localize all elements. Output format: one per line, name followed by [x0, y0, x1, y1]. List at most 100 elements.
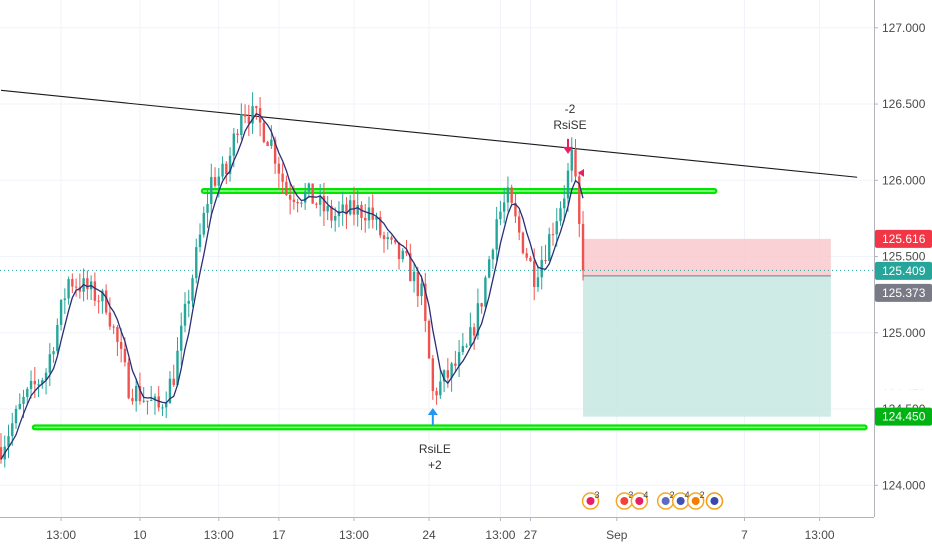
- candle-down: [574, 149, 577, 177]
- candle-down: [533, 261, 536, 288]
- event-marker-dot: [586, 497, 595, 505]
- price-tag-label: 124.450: [882, 410, 926, 424]
- candle-up: [63, 298, 67, 300]
- candle-down: [146, 400, 149, 402]
- candle-up: [251, 106, 254, 124]
- candle-down: [382, 235, 386, 240]
- candle-up: [349, 200, 352, 215]
- candle-up: [168, 378, 172, 404]
- candle-down: [322, 195, 326, 212]
- candle-down: [435, 391, 438, 396]
- candle-down: [127, 362, 130, 399]
- candle-up: [566, 170, 570, 199]
- price-axis-tick-label: 127.000: [882, 21, 926, 35]
- long-entry-arrow-head: [427, 408, 438, 416]
- candle-up: [22, 396, 25, 404]
- candle-down: [578, 176, 581, 224]
- candle-up: [469, 327, 472, 346]
- candle-up: [11, 423, 14, 437]
- candle-up: [536, 277, 540, 288]
- time-axis-tick-label: Sep: [606, 528, 628, 542]
- event-marker-dot: [635, 497, 644, 505]
- resistance-trendline[interactable]: [0, 89, 858, 178]
- candle-up: [548, 234, 551, 261]
- time-axis-tick-label: 13:00: [339, 528, 369, 542]
- candle-down: [71, 279, 74, 287]
- price-axis[interactable]: 124.000124.500125.000125.500126.000126.5…: [874, 0, 932, 550]
- candle-down: [514, 202, 517, 217]
- drawn-lines[interactable]: [0, 89, 874, 431]
- candle-up: [37, 384, 40, 386]
- candle-down: [255, 106, 258, 109]
- event-marker-dot: [691, 497, 700, 505]
- candle-down: [416, 271, 420, 297]
- candle-up: [26, 388, 29, 397]
- candle-down: [0, 447, 3, 460]
- short-position-tool[interactable]: [583, 238, 831, 417]
- candle-down: [74, 286, 78, 288]
- candle-down: [529, 257, 532, 262]
- candle-down: [247, 116, 251, 124]
- event-marker-count: 2: [700, 490, 705, 500]
- candle-up: [386, 237, 389, 240]
- strategy-signals: -2 RsiSE RsiLE +2: [419, 102, 587, 472]
- event-marker-dot: [661, 497, 670, 505]
- candle-down: [119, 341, 123, 349]
- candle-down: [116, 327, 119, 342]
- price-tag[interactable]: [875, 229, 932, 248]
- candle-down: [405, 250, 408, 254]
- candle-down: [157, 396, 160, 408]
- candle-down: [397, 242, 401, 260]
- event-marker-count: 4: [643, 490, 648, 500]
- candle-down: [544, 259, 547, 261]
- time-axis[interactable]: 13:00 10 13:00 17 13:00 24 13:00 27 Sep 7 13:00: [0, 517, 932, 550]
- candle-down: [93, 281, 97, 301]
- price-tag[interactable]: [875, 283, 932, 302]
- candle-down: [446, 370, 450, 378]
- candle-down: [281, 173, 284, 182]
- candle-down: [236, 133, 239, 136]
- take-profit-zone[interactable]: [583, 275, 831, 417]
- price-tag[interactable]: [875, 407, 932, 426]
- candle-down: [277, 163, 281, 174]
- candle-up: [307, 183, 311, 192]
- candles: [0, 92, 585, 468]
- candle-down: [131, 398, 134, 402]
- time-axis-tick-label: 13:00: [204, 528, 234, 542]
- candle-down: [352, 200, 356, 215]
- candle-up: [240, 114, 243, 136]
- candle-up: [44, 372, 48, 381]
- stop-loss-zone[interactable]: [583, 238, 831, 276]
- candle-up: [52, 351, 55, 355]
- candle-up: [198, 234, 202, 248]
- candle-up: [202, 212, 205, 235]
- signal-qty-short: -2: [565, 102, 576, 116]
- candle-down: [521, 232, 525, 254]
- candle-down: [123, 348, 127, 363]
- price-tag[interactable]: [875, 261, 932, 280]
- candle-up: [476, 303, 480, 336]
- price-axis-tick-label: 126.000: [882, 173, 926, 187]
- candle-down: [379, 216, 382, 236]
- candle-up: [506, 187, 510, 203]
- candle-down: [472, 327, 476, 336]
- candle-up: [303, 191, 307, 203]
- candle-up: [442, 370, 446, 382]
- candle-up: [461, 346, 465, 353]
- candle-down: [112, 326, 115, 328]
- candle-down: [243, 114, 247, 117]
- candle-up: [439, 381, 442, 396]
- candle-up: [18, 403, 21, 409]
- price-axis-tick-label: 124.000: [882, 478, 926, 492]
- candle-up: [195, 247, 198, 279]
- event-marker-dot: [710, 497, 719, 505]
- candle-down: [394, 239, 397, 243]
- candle-up: [41, 380, 44, 385]
- event-marker-count: 3: [628, 490, 633, 500]
- candle-down: [288, 195, 292, 200]
- candle-up: [300, 202, 303, 204]
- candle-up: [29, 380, 33, 389]
- candle-up: [270, 139, 273, 147]
